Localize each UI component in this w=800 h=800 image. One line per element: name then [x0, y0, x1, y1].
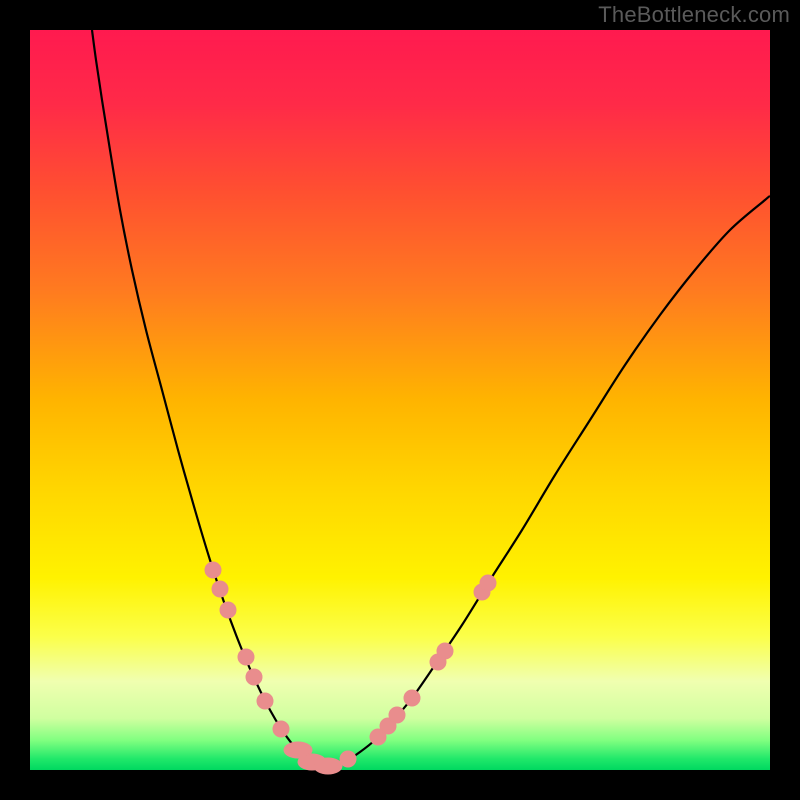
marker-point	[212, 581, 228, 597]
marker-point	[404, 690, 420, 706]
marker-point	[246, 669, 262, 685]
marker-point	[238, 649, 254, 665]
marker-point	[205, 562, 221, 578]
bottleneck-curve	[92, 30, 770, 767]
marker-point	[314, 758, 342, 774]
marker-point	[389, 707, 405, 723]
marker-point	[257, 693, 273, 709]
marker-point	[273, 721, 289, 737]
chart-plot-area	[30, 30, 770, 770]
watermark-text: TheBottleneck.com	[598, 2, 790, 28]
marker-point	[437, 643, 453, 659]
marker-point	[220, 602, 236, 618]
marker-point	[340, 751, 356, 767]
marker-point	[480, 575, 496, 591]
chart-curve-layer	[30, 30, 770, 770]
